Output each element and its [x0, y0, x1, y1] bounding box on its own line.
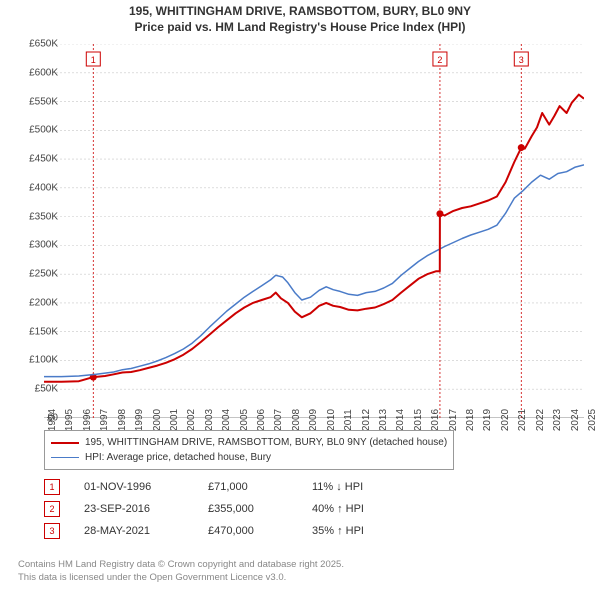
- legend-label: HPI: Average price, detached house, Bury: [85, 450, 271, 465]
- x-tick-label: 2009: [308, 409, 319, 431]
- y-tick-label: £100K: [8, 355, 58, 366]
- x-tick-label: 2022: [535, 409, 546, 431]
- x-tick-label: 1995: [64, 409, 75, 431]
- attribution-footer: Contains HM Land Registry data © Crown c…: [18, 559, 344, 584]
- table-row: 2 23-SEP-2016 £355,000 40% ↑ HPI: [44, 498, 412, 520]
- sale-date: 01-NOV-1996: [84, 481, 184, 493]
- x-tick-label: 2018: [465, 409, 476, 431]
- sale-delta: 11% ↓ HPI: [312, 481, 412, 493]
- footer-line1: Contains HM Land Registry data © Crown c…: [18, 559, 344, 571]
- legend-item: 195, WHITTINGHAM DRIVE, RAMSBOTTOM, BURY…: [51, 435, 447, 450]
- chart-container: { "title_line1": "195, WHITTINGHAM DRIVE…: [0, 0, 600, 590]
- legend-swatch: [51, 442, 79, 444]
- x-tick-label: 2015: [413, 409, 424, 431]
- x-tick-label: 2005: [239, 409, 250, 431]
- x-tick-label: 1999: [134, 409, 145, 431]
- y-tick-label: £400K: [8, 182, 58, 193]
- y-tick-label: £550K: [8, 96, 58, 107]
- x-tick-label: 2008: [291, 409, 302, 431]
- sale-marker-box: 3: [44, 523, 60, 539]
- x-tick-label: 1997: [99, 409, 110, 431]
- x-tick-label: 2002: [186, 409, 197, 431]
- y-tick-label: £50K: [8, 384, 58, 395]
- title-line2: Price paid vs. HM Land Registry's House …: [0, 20, 600, 36]
- x-tick-label: 2021: [517, 409, 528, 431]
- sales-table: 1 01-NOV-1996 £71,000 11% ↓ HPI 2 23-SEP…: [44, 476, 412, 542]
- x-tick-label: 1998: [117, 409, 128, 431]
- chart-title: 195, WHITTINGHAM DRIVE, RAMSBOTTOM, BURY…: [0, 0, 600, 35]
- y-tick-label: £200K: [8, 297, 58, 308]
- sale-marker-box: 1: [44, 479, 60, 495]
- y-tick-label: £300K: [8, 240, 58, 251]
- x-tick-label: 2013: [378, 409, 389, 431]
- x-tick-label: 2006: [256, 409, 267, 431]
- chart-plot-area: 1 2 3: [44, 44, 584, 418]
- table-row: 1 01-NOV-1996 £71,000 11% ↓ HPI: [44, 476, 412, 498]
- table-row: 3 28-MAY-2021 £470,000 35% ↑ HPI: [44, 520, 412, 542]
- x-tick-label: 2020: [500, 409, 511, 431]
- y-tick-label: £150K: [8, 326, 58, 337]
- x-tick-label: 2019: [482, 409, 493, 431]
- svg-text:2: 2: [437, 55, 442, 65]
- x-tick-label: 2003: [204, 409, 215, 431]
- x-tick-label: 1996: [82, 409, 93, 431]
- x-tick-label: 2007: [273, 409, 284, 431]
- footer-line2: This data is licensed under the Open Gov…: [18, 572, 344, 584]
- title-line1: 195, WHITTINGHAM DRIVE, RAMSBOTTOM, BURY…: [0, 4, 600, 20]
- sale-date: 23-SEP-2016: [84, 503, 184, 515]
- svg-text:3: 3: [519, 55, 524, 65]
- x-tick-label: 2025: [587, 409, 598, 431]
- x-tick-label: 2023: [552, 409, 563, 431]
- x-tick-label: 2014: [395, 409, 406, 431]
- svg-text:1: 1: [91, 55, 96, 65]
- x-tick-label: 2016: [430, 409, 441, 431]
- chart-svg: 1 2 3: [44, 44, 584, 418]
- sale-price: £71,000: [208, 481, 288, 493]
- y-tick-label: £250K: [8, 269, 58, 280]
- sale-price: £470,000: [208, 525, 288, 537]
- sale-marker-box: 2: [44, 501, 60, 517]
- x-tick-label: 2000: [152, 409, 163, 431]
- sale-price: £355,000: [208, 503, 288, 515]
- x-tick-label: 2004: [221, 409, 232, 431]
- x-tick-label: 2011: [343, 409, 354, 431]
- y-tick-label: £500K: [8, 125, 58, 136]
- y-tick-label: £350K: [8, 211, 58, 222]
- legend-label: 195, WHITTINGHAM DRIVE, RAMSBOTTOM, BURY…: [85, 435, 447, 450]
- x-tick-label: 2012: [361, 409, 372, 431]
- sale-date: 28-MAY-2021: [84, 525, 184, 537]
- x-tick-label: 1994: [47, 409, 58, 431]
- legend: 195, WHITTINGHAM DRIVE, RAMSBOTTOM, BURY…: [44, 430, 454, 470]
- sale-delta: 35% ↑ HPI: [312, 525, 412, 537]
- x-tick-label: 2010: [326, 409, 337, 431]
- y-tick-label: £650K: [8, 39, 58, 50]
- y-tick-label: £450K: [8, 154, 58, 165]
- x-tick-label: 2001: [169, 409, 180, 431]
- x-tick-label: 2017: [448, 409, 459, 431]
- x-tick-label: 2024: [570, 409, 581, 431]
- sale-delta: 40% ↑ HPI: [312, 503, 412, 515]
- legend-item: HPI: Average price, detached house, Bury: [51, 450, 447, 465]
- legend-swatch: [51, 457, 79, 458]
- y-tick-label: £600K: [8, 67, 58, 78]
